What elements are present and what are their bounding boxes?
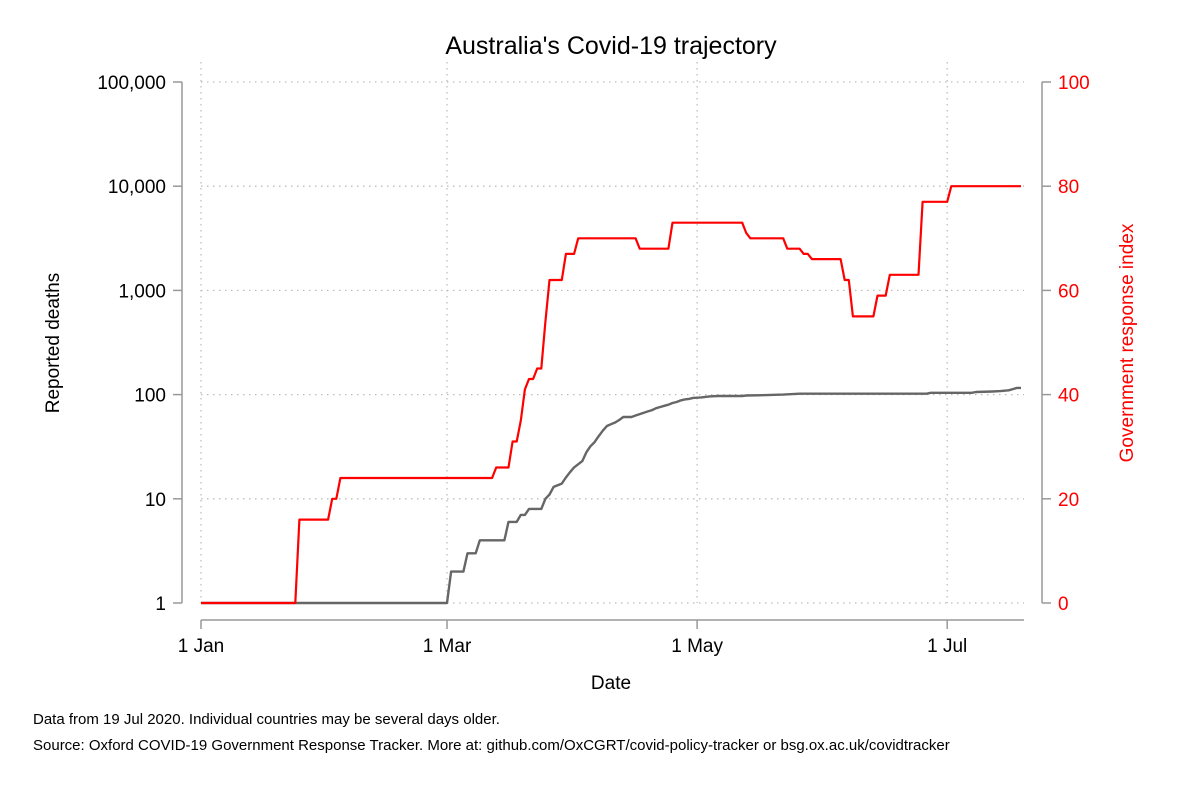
x-axis-tick-label: 1 Jan [178, 636, 224, 657]
y-axis-left-tick-label: 10,000 [108, 177, 166, 198]
x-axis-tick-label: 1 Mar [423, 636, 472, 657]
x-axis-tick-label: 1 May [671, 636, 723, 657]
y-axis-right-tick-label: 0 [1058, 594, 1069, 615]
y-axis-left-tick-label: 100,000 [97, 73, 166, 94]
y-axis-right-tick-label: 60 [1058, 281, 1079, 302]
series-line-government-response [201, 185, 1021, 605]
x-axis-label: Date [591, 673, 631, 694]
axes: 1 10 100 1,000 10,000 100,000 0 20 40 60 80 100 1 Ja… [97, 73, 1089, 657]
series-line-reported-deaths [201, 386, 1021, 605]
y-axis-right-tick-label: 80 [1058, 177, 1079, 198]
x-axis-tick-label: 1 Jul [927, 636, 967, 657]
plot-series [201, 185, 1021, 605]
y-axis-left-label: Reported deaths [43, 273, 64, 414]
y-axis-right-label: Government response index [1117, 223, 1138, 462]
source-note: Source: Oxford COVID-19 Government Respo… [33, 737, 950, 754]
y-axis-left-tick-label: 100 [134, 386, 166, 407]
y-axis-left-tick-label: 1,000 [118, 281, 166, 302]
y-axis-left-tick-label: 10 [145, 490, 166, 511]
y-axis-right-tick-label: 40 [1058, 386, 1079, 407]
y-axis-right-tick-label: 100 [1058, 73, 1090, 94]
y-axis-right-tick-label: 20 [1058, 490, 1079, 511]
grid-lines [200, 62, 1024, 604]
data-date-note: Data from 19 Jul 2020. Individual countr… [33, 711, 500, 728]
chart-figure: 1 10 100 1,000 10,000 100,000 0 20 40 60 80 100 1 Ja… [43, 32, 1138, 694]
y-axis-left-tick-label: 1 [155, 594, 166, 615]
chart-title: Australia's Covid-19 trajectory [445, 32, 777, 60]
